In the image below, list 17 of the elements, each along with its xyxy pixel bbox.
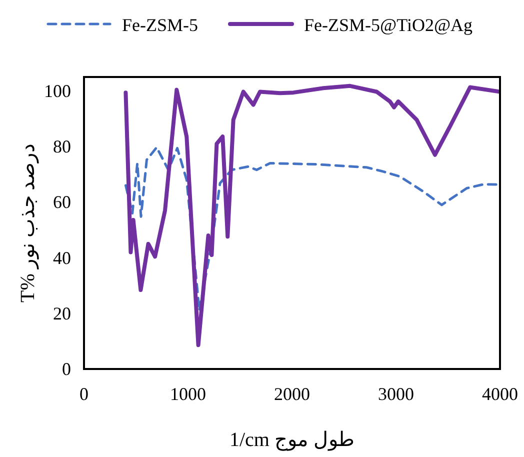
x-tick-label: 0 [80,384,88,404]
y-tick-label: 40 [53,248,71,268]
line-series [124,146,500,312]
legend-label: Fe-ZSM-5@TiO2@Ag [304,15,473,35]
y-tick-label: 0 [62,359,71,379]
x-tick-label: 2000 [274,384,310,404]
y-axis-title: T% درصد جذب نور [17,144,39,302]
y-tick-label: 60 [53,192,71,212]
y-tick-label: 100 [44,80,71,101]
x-axis-title: طول موج 1/cm [230,429,354,451]
x-tick-label: 4000 [482,384,518,404]
legend-label: Fe-ZSM-5 [122,15,198,35]
x-tick-label: 1000 [170,384,206,404]
line-series [124,84,500,348]
y-tick-label: 20 [53,303,71,324]
x-tick-label: 3000 [378,384,414,404]
y-tick-label: 80 [53,136,71,157]
